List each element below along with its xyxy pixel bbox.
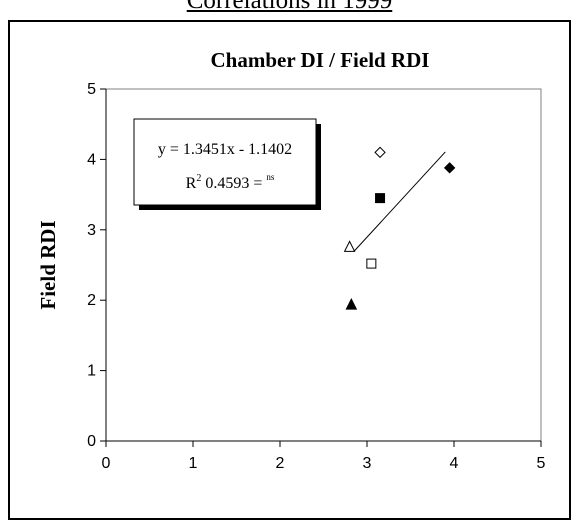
data-points bbox=[345, 147, 455, 309]
diamond-open-marker bbox=[375, 147, 385, 157]
scatter-chart: Chamber DI / Field RDI 0 1 2 3 4 5 0 1 2 3 4 5 Fie… bbox=[0, 0, 579, 497]
trendline bbox=[354, 152, 445, 251]
significance-label: ns bbox=[266, 172, 275, 182]
x-tick-label: 1 bbox=[189, 455, 198, 472]
y-axis: 0 1 2 3 4 5 bbox=[87, 81, 106, 450]
triangle-open-marker bbox=[345, 241, 355, 251]
r-squared-value: 0.4593 = bbox=[201, 175, 266, 192]
y-tick-label: 2 bbox=[87, 292, 96, 309]
x-tick-label: 5 bbox=[537, 455, 546, 472]
square-open-marker bbox=[367, 259, 376, 268]
y-axis-label: Field RDI bbox=[36, 220, 60, 309]
x-tick-label: 4 bbox=[450, 455, 459, 472]
y-tick-label: 3 bbox=[87, 222, 96, 239]
equation-box-panel bbox=[134, 119, 316, 205]
y-tick-label: 1 bbox=[87, 363, 96, 380]
trendline-equation: y = 1.3451x - 1.1402 bbox=[158, 141, 292, 158]
x-axis: 0 1 2 3 4 5 bbox=[102, 441, 546, 472]
chart-title: Chamber DI / Field RDI bbox=[211, 48, 430, 72]
r-squared-symbol: R bbox=[186, 175, 197, 192]
x-tick-label: 3 bbox=[363, 455, 372, 472]
triangle-filled-marker bbox=[346, 299, 356, 309]
x-tick-label: 2 bbox=[276, 455, 285, 472]
diamond-filled-marker bbox=[445, 163, 455, 173]
y-tick-label: 4 bbox=[87, 151, 96, 168]
x-tick-label: 0 bbox=[102, 455, 111, 472]
equation-box: y = 1.3451x - 1.1402 R2 0.4593 = ns bbox=[134, 119, 321, 210]
y-tick-label: 0 bbox=[87, 433, 96, 450]
y-tick-label: 5 bbox=[87, 81, 96, 98]
square-filled-marker bbox=[376, 194, 385, 203]
